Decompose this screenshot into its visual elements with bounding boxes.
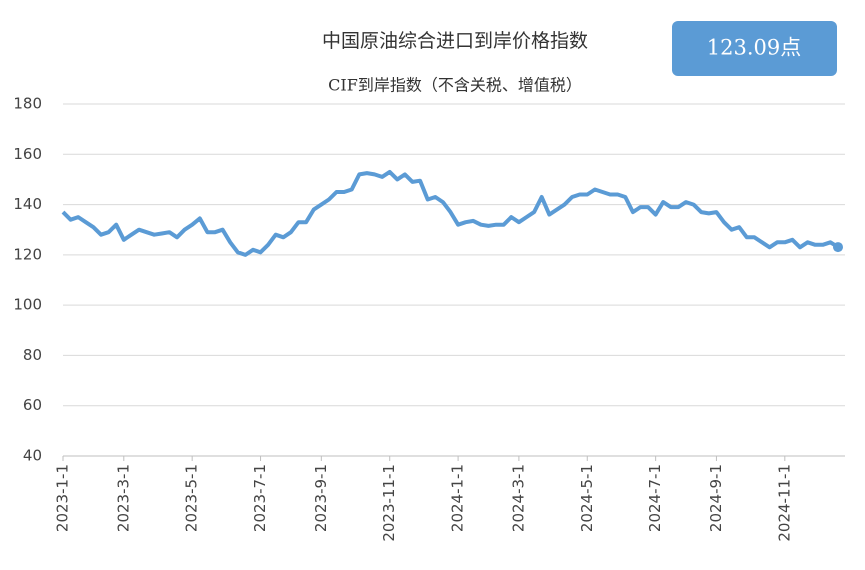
x-tick-label: 2024-3-1 xyxy=(509,464,527,532)
x-tick-label: 2024-9-1 xyxy=(707,464,725,532)
x-tick-label: 2023-3-1 xyxy=(114,464,132,532)
y-tick-label: 40 xyxy=(23,447,42,465)
end-point xyxy=(833,242,843,253)
x-tick-label: 2023-11-1 xyxy=(380,464,398,542)
y-tick-label: 100 xyxy=(13,296,42,314)
y-tick-label: 120 xyxy=(13,245,42,263)
y-tick-label: 60 xyxy=(23,396,42,414)
chart-subtitle: CIF到岸指数（不含关税、增值税） xyxy=(328,76,582,95)
x-tick-label: 2023-1-1 xyxy=(54,464,72,532)
badge-text: 123.09点 xyxy=(707,36,801,60)
chart-title: 中国原油综合进口到岸价格指数 xyxy=(322,30,588,52)
x-tick-label: 2024-1-1 xyxy=(449,464,467,532)
y-tick-label: 180 xyxy=(13,95,42,113)
x-tick-label: 2023-7-1 xyxy=(251,464,269,532)
x-tick-label: 2024-11-1 xyxy=(775,464,793,542)
y-tick-label: 160 xyxy=(13,145,42,163)
line xyxy=(61,169,840,257)
x-tick-label: 2024-5-1 xyxy=(578,464,596,532)
x-tick-label: 2024-7-1 xyxy=(646,464,664,532)
y-tick-label: 80 xyxy=(23,346,42,364)
badge xyxy=(672,21,837,76)
x-tick-label: 2023-9-1 xyxy=(312,464,330,532)
x-tick-label: 2023-5-1 xyxy=(183,464,201,532)
y-tick-label: 140 xyxy=(13,195,42,213)
